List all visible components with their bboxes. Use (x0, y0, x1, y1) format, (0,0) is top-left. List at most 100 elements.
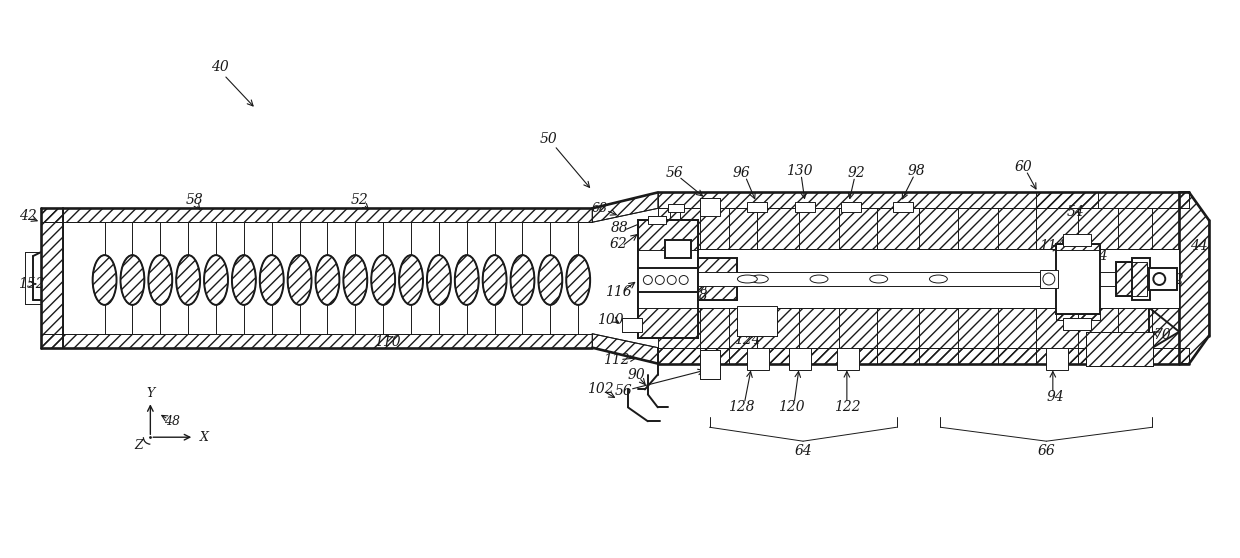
Ellipse shape (232, 255, 255, 305)
Text: 94: 94 (1047, 391, 1065, 405)
Bar (1063, 318, 1091, 330)
Ellipse shape (149, 255, 172, 305)
Ellipse shape (93, 255, 117, 305)
Ellipse shape (655, 276, 665, 285)
Text: 44: 44 (1190, 239, 1208, 253)
Ellipse shape (315, 255, 340, 305)
Text: 54: 54 (1066, 205, 1085, 219)
Bar (698, 272, 1116, 286)
Text: 56: 56 (615, 384, 632, 398)
Text: 66: 66 (1038, 444, 1055, 458)
Ellipse shape (399, 255, 423, 305)
Bar (893, 203, 913, 213)
Ellipse shape (511, 255, 534, 305)
Text: 64: 64 (794, 444, 812, 458)
Text: 132: 132 (737, 275, 763, 289)
Text: 100: 100 (596, 313, 624, 327)
Text: 92: 92 (848, 166, 866, 180)
Text: 52: 52 (351, 194, 368, 208)
Ellipse shape (869, 275, 888, 283)
Bar (622, 318, 642, 332)
Text: 40: 40 (211, 60, 229, 74)
Bar (699, 199, 719, 217)
Ellipse shape (205, 255, 228, 305)
Text: 58: 58 (185, 194, 203, 208)
Ellipse shape (371, 255, 396, 305)
Text: 68: 68 (591, 202, 608, 215)
Bar (738, 306, 777, 336)
Text: 120: 120 (777, 400, 805, 415)
Text: 88: 88 (611, 222, 629, 235)
Bar (789, 348, 811, 369)
Bar (1116, 262, 1147, 296)
Text: 134: 134 (868, 275, 894, 289)
Text: 152: 152 (17, 277, 45, 291)
Text: 96: 96 (733, 166, 750, 180)
Text: 102: 102 (587, 382, 614, 396)
Ellipse shape (343, 255, 367, 305)
Bar (837, 348, 859, 369)
Text: 108: 108 (1116, 265, 1143, 279)
Text: 72: 72 (1167, 273, 1184, 287)
Text: 50: 50 (539, 132, 557, 146)
Ellipse shape (680, 276, 688, 285)
Text: 124: 124 (734, 333, 760, 347)
Ellipse shape (427, 255, 451, 305)
Text: Z: Z (134, 439, 143, 451)
Text: 114: 114 (1039, 239, 1066, 253)
Bar (647, 217, 666, 224)
Ellipse shape (567, 255, 590, 305)
Bar (748, 348, 769, 369)
Text: 118: 118 (681, 289, 708, 303)
Bar (657, 250, 1179, 308)
Bar (748, 203, 768, 213)
Text: 90: 90 (627, 368, 645, 382)
Bar (665, 240, 691, 258)
Ellipse shape (750, 275, 769, 283)
Ellipse shape (1153, 273, 1166, 285)
Ellipse shape (455, 255, 479, 305)
Text: 62: 62 (609, 237, 627, 251)
Bar (699, 350, 719, 379)
Ellipse shape (930, 275, 947, 283)
Ellipse shape (667, 276, 676, 285)
Bar (1040, 270, 1058, 288)
Ellipse shape (120, 255, 144, 305)
Text: 106: 106 (1033, 276, 1059, 290)
Bar (1045, 348, 1068, 369)
Bar (1149, 268, 1177, 290)
Text: 56: 56 (666, 166, 683, 180)
Ellipse shape (260, 255, 284, 305)
Text: 48: 48 (164, 415, 180, 428)
Ellipse shape (810, 275, 828, 283)
Bar (1086, 332, 1153, 365)
Bar (668, 204, 683, 213)
Ellipse shape (738, 275, 758, 283)
Ellipse shape (1043, 273, 1055, 285)
Text: 126: 126 (1084, 354, 1111, 369)
Bar (841, 203, 861, 213)
Ellipse shape (644, 276, 652, 285)
Ellipse shape (176, 255, 200, 305)
Text: Y: Y (146, 387, 155, 400)
Text: 130: 130 (786, 163, 812, 177)
Ellipse shape (482, 255, 507, 305)
Bar (1132, 258, 1151, 300)
Text: 60: 60 (1014, 160, 1032, 174)
Text: 112: 112 (603, 353, 630, 367)
Text: 128: 128 (728, 400, 755, 415)
Text: 70: 70 (1153, 328, 1171, 341)
Text: 110: 110 (373, 335, 401, 349)
Ellipse shape (288, 255, 311, 305)
Text: 122: 122 (833, 400, 861, 415)
Ellipse shape (538, 255, 562, 305)
Text: 116: 116 (605, 285, 631, 299)
Text: X: X (200, 431, 208, 444)
Bar (637, 220, 698, 338)
Bar (1055, 244, 1100, 314)
Bar (795, 203, 815, 213)
Bar (637, 268, 698, 292)
Text: 42: 42 (19, 209, 37, 223)
Text: 98: 98 (908, 163, 925, 177)
Bar (698, 258, 738, 300)
